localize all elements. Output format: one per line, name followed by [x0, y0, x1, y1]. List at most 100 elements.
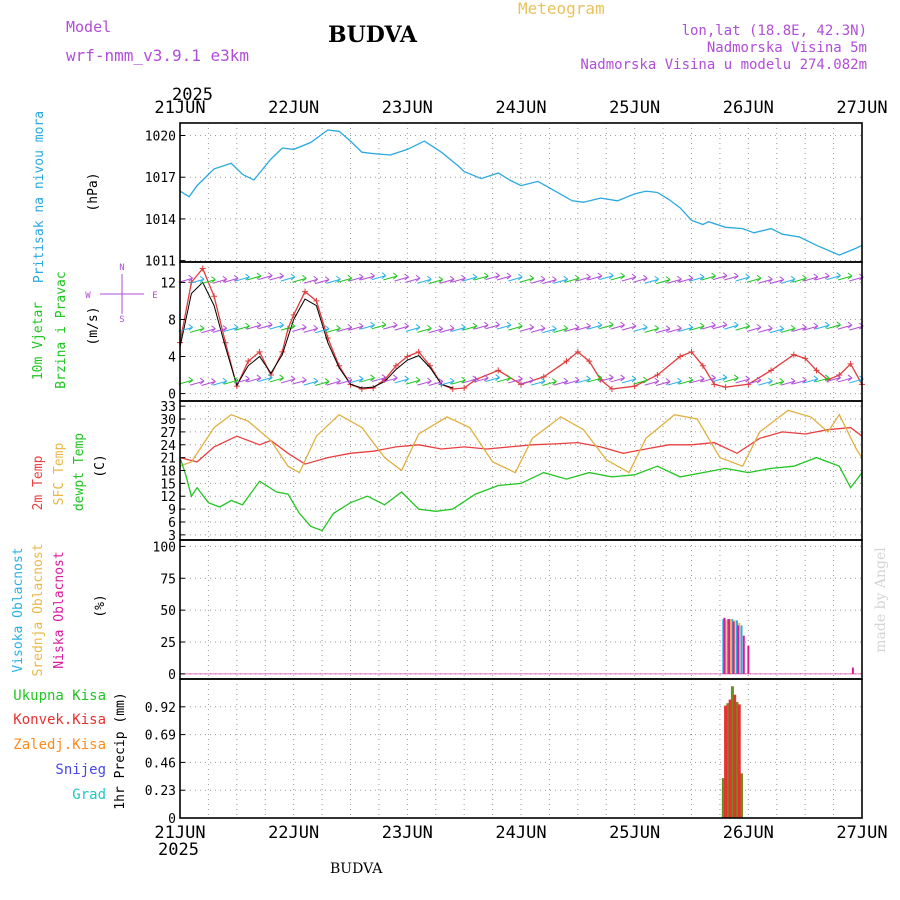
wind-direction-arrow — [349, 322, 364, 331]
wind-speed-marker — [415, 348, 422, 355]
wind-direction-arrow — [815, 272, 830, 281]
wind-direction-arrow — [712, 272, 728, 281]
y-tick-label: 25 — [160, 636, 176, 651]
wind-speed-marker — [540, 373, 547, 380]
wind-direction-arrow — [474, 321, 489, 330]
wind-direction-arrow — [303, 275, 319, 284]
bar-niska — [728, 619, 731, 674]
cloud-label-high: Visoka Oblacnost — [11, 547, 26, 672]
wind-direction-arrow — [667, 324, 682, 333]
wind-speed-marker — [563, 358, 570, 365]
wind-direction-arrow — [530, 324, 546, 333]
wind-speed-marker — [722, 384, 729, 391]
wind-speed-marker — [608, 385, 615, 392]
x-tick-label-top: 26JUN — [723, 98, 774, 118]
wind-direction-arrow — [280, 322, 296, 331]
wind-direction-arrow — [621, 273, 637, 282]
wind-speed-marker — [449, 385, 456, 392]
wind-direction-arrow — [496, 272, 512, 281]
wind-direction-arrow — [735, 322, 750, 331]
wind-direction-arrow — [496, 321, 512, 330]
bar-niska — [742, 635, 745, 674]
lonlat: lon,lat (18.8E, 42.3N) — [681, 23, 867, 39]
wind-direction-arrow — [655, 378, 671, 387]
wind-speed-marker — [768, 367, 775, 374]
wind-direction-arrow — [235, 273, 250, 282]
wind-direction-arrow — [371, 374, 387, 383]
wind-direction-arrow — [553, 275, 569, 284]
y-tick-label: 6 — [168, 516, 176, 531]
wind-direction-arrow — [837, 374, 853, 383]
wind-direction-arrow — [326, 324, 341, 333]
temp-label-2m: 2m Temp — [31, 455, 46, 510]
wind-direction-arrow — [587, 272, 603, 281]
wind-speed-marker — [824, 376, 831, 383]
wind-direction-arrow — [360, 272, 375, 281]
wind-speed-marker — [813, 367, 820, 374]
wind-speed-marker — [358, 385, 365, 392]
bar-visoka — [735, 620, 738, 674]
bar-konvek-kisa — [724, 705, 728, 818]
wind-direction-arrow — [178, 376, 193, 385]
precip-label-freezing: Zaledj.Kisa — [13, 737, 106, 753]
wind-direction-arrow — [815, 374, 830, 383]
wind-direction-arrow — [553, 377, 569, 386]
wind-speed-marker — [199, 265, 206, 272]
wind-direction-arrow — [610, 321, 625, 330]
y-tick-label: 30 — [160, 413, 176, 428]
wind-direction-arrow — [224, 323, 239, 332]
wind-direction-arrow — [644, 275, 660, 284]
x-tick-label-top: 25JUN — [609, 98, 660, 118]
y-tick-label: 1014 — [145, 213, 176, 228]
wind-direction-arrow — [326, 275, 341, 284]
bar-niska — [732, 621, 735, 674]
wind-direction-arrow — [815, 321, 830, 330]
wind-direction-arrow — [394, 375, 409, 384]
wind-direction-arrow — [837, 272, 853, 281]
wind-direction-arrow — [292, 376, 307, 385]
wind-direction-arrow — [576, 322, 591, 331]
bar-ukupna-kisa — [730, 686, 734, 818]
y-tick-label: 3 — [168, 529, 176, 544]
wind-direction-arrow — [587, 374, 603, 383]
wind-direction-arrow — [690, 322, 705, 331]
wind-speed-marker — [574, 348, 581, 355]
bar-konvek-kisa — [728, 699, 732, 818]
year-bottom: 2025 — [158, 840, 199, 860]
x-tick-label-bottom: 24JUN — [495, 823, 546, 843]
y-tick-label: 50 — [160, 604, 176, 619]
wind-direction-arrow — [292, 274, 307, 283]
x-tick-label-top: 23JUN — [382, 98, 433, 118]
elevation: Nadmorska Visina 5m — [706, 40, 867, 56]
wind-direction-arrow — [280, 273, 296, 282]
wind-direction-arrow — [519, 274, 534, 283]
wind-direction-arrow — [803, 322, 819, 331]
wind-direction-arrow — [837, 321, 853, 330]
y-tick-label: 12 — [160, 276, 176, 291]
x-tick-label-bottom: 21JUN — [154, 823, 205, 843]
y-tick-label: 0.46 — [145, 756, 176, 771]
wind-direction-arrow — [724, 272, 739, 281]
wind-direction-arrow — [201, 378, 216, 387]
wind-speed-marker — [586, 358, 593, 365]
wind-direction-arrow — [678, 323, 694, 332]
y-tick-label: 1020 — [145, 130, 176, 145]
bar-ukupna-kisa — [721, 778, 725, 818]
precip-label-conv: Konvek.Kisa — [13, 712, 106, 728]
wind-speed-marker — [597, 376, 604, 383]
bar-ukupna-kisa — [735, 701, 739, 818]
wind-direction-arrow — [269, 321, 284, 330]
wind-speed-marker — [313, 297, 320, 304]
y-tick-label: 9 — [168, 503, 176, 518]
wind-direction-arrow — [360, 321, 375, 330]
wind-direction-arrow — [508, 375, 523, 384]
precip-label-hail: Grad — [72, 787, 106, 803]
panel-frame — [179, 678, 863, 819]
x-tick-label-top: 21JUN — [154, 98, 205, 118]
year-top: 2025 — [172, 85, 213, 105]
wind-direction-arrow — [314, 276, 330, 285]
wind-direction-arrow — [462, 322, 478, 331]
wind-direction-arrow — [292, 323, 307, 332]
wind-direction-arrow — [337, 323, 353, 332]
x-tick-label-top: 27JUN — [836, 98, 887, 118]
